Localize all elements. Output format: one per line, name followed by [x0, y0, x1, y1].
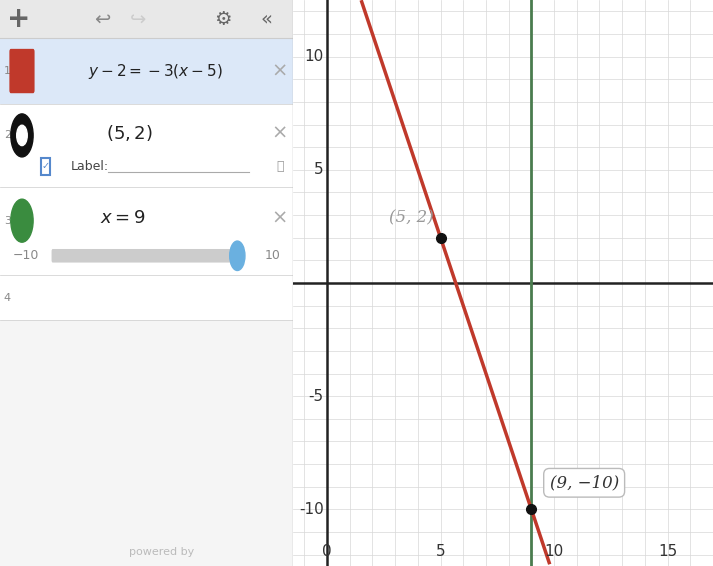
Text: $y - 2 = -3(x - 5)$: $y - 2 = -3(x - 5)$ [88, 62, 222, 80]
Circle shape [230, 241, 245, 271]
Text: 1: 1 [4, 66, 11, 76]
Text: (9, −10): (9, −10) [550, 474, 619, 491]
Text: 4: 4 [4, 293, 11, 303]
Text: «: « [261, 10, 272, 29]
FancyBboxPatch shape [51, 249, 242, 263]
Bar [0, 0, 293, 38]
Text: 5: 5 [314, 162, 324, 177]
Text: 15: 15 [658, 544, 677, 559]
Bar [0, 104, 293, 187]
Text: powered by: powered by [128, 547, 194, 557]
Text: -5: -5 [309, 389, 324, 404]
Text: 0: 0 [322, 544, 332, 559]
Circle shape [16, 125, 27, 145]
Text: (5, 2): (5, 2) [389, 209, 434, 226]
Text: 10: 10 [265, 249, 280, 262]
Text: 5: 5 [436, 544, 446, 559]
Text: $(5,2)$: $(5,2)$ [106, 123, 152, 143]
Circle shape [11, 199, 33, 242]
Text: +: + [7, 5, 31, 33]
FancyBboxPatch shape [9, 49, 34, 93]
Text: ✓: ✓ [41, 161, 49, 171]
Circle shape [11, 114, 33, 157]
Text: 🔧: 🔧 [276, 160, 284, 173]
Text: ×: × [272, 208, 288, 228]
Text: ⚙: ⚙ [214, 10, 232, 29]
Text: −10: −10 [13, 249, 39, 262]
Bar [0, 187, 293, 275]
Text: 2: 2 [4, 130, 11, 140]
Text: 10: 10 [304, 49, 324, 64]
Text: 3: 3 [4, 216, 11, 226]
Text: ↪: ↪ [130, 10, 146, 29]
Bar [0, 38, 293, 104]
Text: ×: × [272, 62, 288, 80]
Text: ×: × [272, 123, 288, 143]
Bar [41, 158, 50, 175]
Text: -10: -10 [299, 502, 324, 517]
Text: ↩: ↩ [94, 10, 111, 29]
Text: $x = 9$: $x = 9$ [101, 209, 145, 227]
Bar [0, 275, 293, 320]
Text: Label:: Label: [71, 160, 108, 173]
Text: 10: 10 [545, 544, 564, 559]
